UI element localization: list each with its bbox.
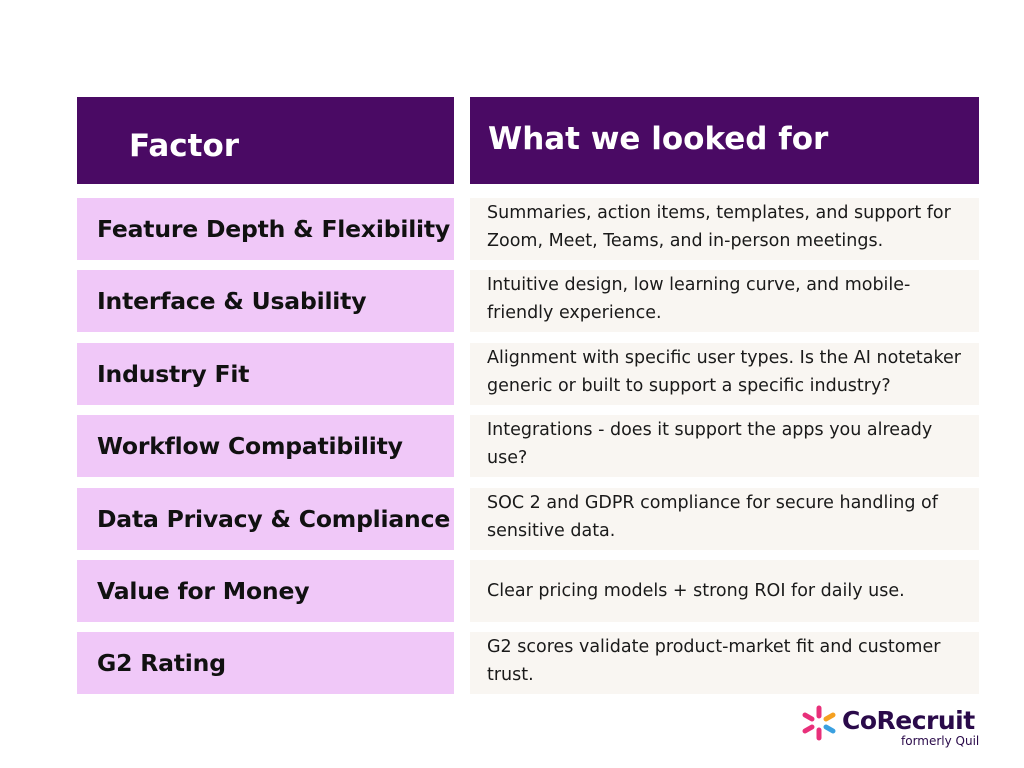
description-cell: G2 scores validate product-market fit an… xyxy=(470,632,979,694)
description-cell: Integrations - does it support the apps … xyxy=(470,415,979,477)
description-cell: SOC 2 and GDPR compliance for secure han… xyxy=(470,488,979,550)
factor-cell: Feature Depth & Flexibility xyxy=(77,198,454,260)
description-cell: Alignment with specific user types. Is t… xyxy=(470,343,979,405)
description-cell: Intuitive design, low learning curve, an… xyxy=(470,270,979,332)
description-cell: Summaries, action items, templates, and … xyxy=(470,198,979,260)
corecruit-logo-icon xyxy=(802,705,836,741)
factor-cell: G2 Rating xyxy=(77,632,454,694)
what-column-header: What we looked for xyxy=(470,97,979,184)
factor-cell: Data Privacy & Compliance xyxy=(77,488,454,550)
logo-wordmark: CoRecruit xyxy=(842,706,975,735)
factor-cell: Value for Money xyxy=(77,560,454,622)
factor-cell: Interface & Usability xyxy=(77,270,454,332)
factor-column-header: Factor xyxy=(77,97,454,184)
factor-cell: Industry Fit xyxy=(77,343,454,405)
factor-cell: Workflow Compatibility xyxy=(77,415,454,477)
corecruit-logo: CoRecruit formerly Quil xyxy=(800,704,980,750)
description-cell: Clear pricing models + strong ROI for da… xyxy=(470,560,979,622)
logo-subtitle: formerly Quil xyxy=(901,734,980,748)
